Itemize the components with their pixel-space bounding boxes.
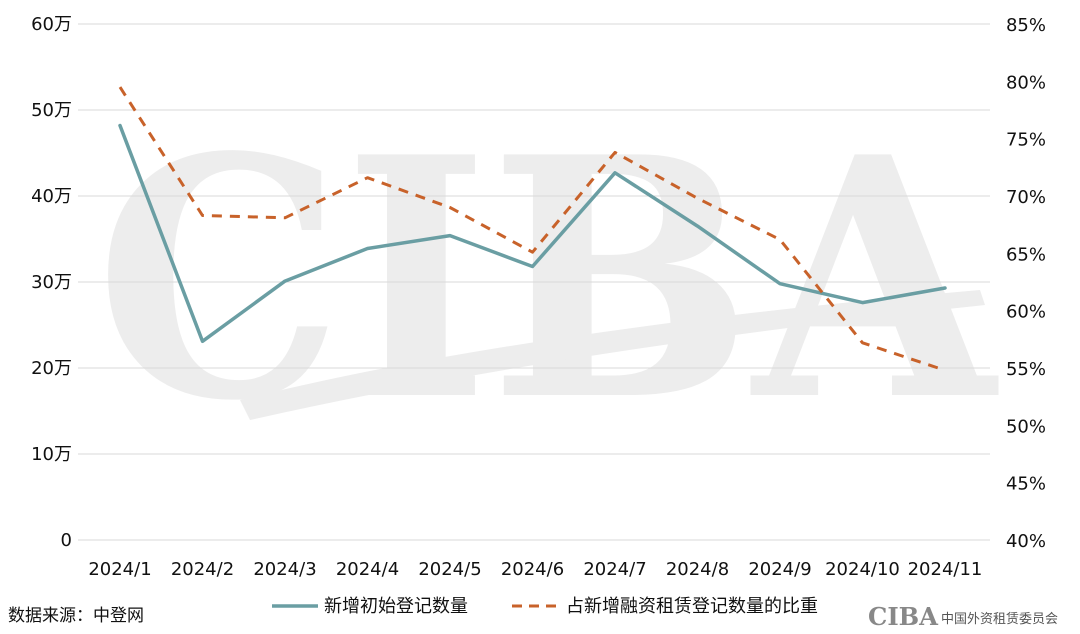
- x-tick-label: 2024/5: [418, 559, 481, 580]
- left-tick-label: 10万: [31, 444, 72, 465]
- svg-text:CIBA: CIBA: [95, 85, 1002, 473]
- x-axis: 2024/1 2024/2 2024/3 2024/4 2024/5 2024/6 2024…: [88, 559, 982, 580]
- right-axis: 40% 45% 50% 55% 60% 65% 70% 75% 80% 85%: [1006, 15, 1046, 552]
- right-tick-label: 80%: [1006, 72, 1046, 93]
- left-axis: 0 10万 20万 30万 40万 50万 60万: [31, 14, 72, 551]
- x-tick-label: 2024/8: [666, 559, 729, 580]
- series-lines: [118, 86, 947, 372]
- x-tick-label: 2024/4: [336, 559, 399, 580]
- brand-footer: CIBA 中国外资租赁委员会: [868, 602, 1058, 631]
- x-tick-label: 2024/7: [583, 559, 646, 580]
- legend-label-share: 占新增融资租赁登记数量的比重: [566, 596, 818, 617]
- right-tick-label: 50%: [1006, 416, 1046, 437]
- x-tick-label: 2024/11: [908, 559, 983, 580]
- left-tick-label: 40万: [31, 186, 72, 207]
- series-line-share: [118, 86, 946, 372]
- x-tick-label: 2024/9: [748, 559, 811, 580]
- left-tick-label: 0: [61, 530, 72, 551]
- x-tick-label: 2024/2: [171, 559, 234, 580]
- left-tick-label: 20万: [31, 358, 72, 379]
- source-note: 数据来源：中登网: [8, 606, 144, 626]
- legend-label-count: 新增初始登记数量: [324, 596, 468, 617]
- x-tick-label: 2024/3: [253, 559, 316, 580]
- series-line-count: [118, 123, 947, 344]
- left-tick-label: 30万: [31, 272, 72, 293]
- x-tick-label: 2024/1: [88, 559, 151, 580]
- right-tick-label: 65%: [1006, 244, 1046, 265]
- x-tick-label: 2024/6: [501, 559, 564, 580]
- x-tick-label: 2024/10: [825, 559, 900, 580]
- left-tick-label: 50万: [31, 100, 72, 121]
- right-tick-label: 85%: [1006, 15, 1046, 36]
- legend: 新增初始登记数量 占新增融资租赁登记数量的比重: [272, 596, 818, 617]
- grid-lines: [78, 23, 990, 541]
- right-tick-label: 55%: [1006, 359, 1046, 380]
- right-tick-label: 70%: [1006, 187, 1046, 208]
- right-tick-label: 60%: [1006, 302, 1046, 323]
- brand-logo: CIBA: [868, 602, 938, 631]
- right-tick-label: 45%: [1006, 474, 1046, 495]
- brand-name: 中国外资租赁委员会: [941, 612, 1058, 627]
- right-tick-label: 75%: [1006, 130, 1046, 151]
- watermark-swoosh: [240, 290, 985, 420]
- left-tick-label: 60万: [31, 14, 72, 35]
- right-tick-label: 40%: [1006, 531, 1046, 552]
- watermark-logo: CIBA: [95, 85, 1002, 473]
